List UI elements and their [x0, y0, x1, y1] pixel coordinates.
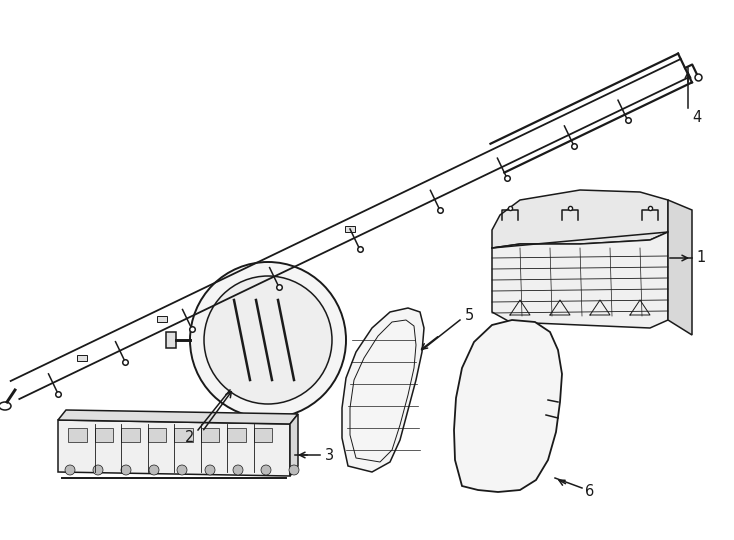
Polygon shape [492, 190, 668, 248]
Circle shape [204, 276, 332, 404]
Text: 2: 2 [185, 430, 195, 445]
Polygon shape [148, 428, 166, 442]
Polygon shape [121, 428, 139, 442]
Circle shape [190, 262, 346, 418]
Polygon shape [200, 428, 219, 442]
Text: 6: 6 [585, 484, 595, 500]
Polygon shape [244, 274, 255, 280]
Polygon shape [166, 332, 176, 348]
Circle shape [177, 465, 187, 475]
Text: 5: 5 [465, 307, 474, 322]
Polygon shape [95, 428, 113, 442]
Circle shape [205, 465, 215, 475]
Polygon shape [345, 226, 355, 232]
Polygon shape [253, 428, 272, 442]
Text: 1: 1 [696, 251, 705, 266]
Text: 4: 4 [692, 111, 701, 125]
Circle shape [289, 465, 299, 475]
Polygon shape [342, 308, 424, 472]
Polygon shape [77, 355, 87, 361]
Polygon shape [157, 316, 167, 322]
Polygon shape [58, 410, 298, 424]
Polygon shape [492, 232, 668, 328]
Circle shape [233, 465, 243, 475]
Circle shape [261, 465, 271, 475]
Polygon shape [227, 428, 246, 442]
Circle shape [121, 465, 131, 475]
Polygon shape [174, 428, 192, 442]
Polygon shape [668, 200, 692, 335]
Polygon shape [454, 320, 562, 492]
Polygon shape [68, 428, 87, 442]
Circle shape [93, 465, 103, 475]
Circle shape [65, 465, 75, 475]
Polygon shape [290, 414, 298, 476]
Polygon shape [58, 420, 290, 476]
Circle shape [149, 465, 159, 475]
Text: 3: 3 [325, 448, 334, 462]
